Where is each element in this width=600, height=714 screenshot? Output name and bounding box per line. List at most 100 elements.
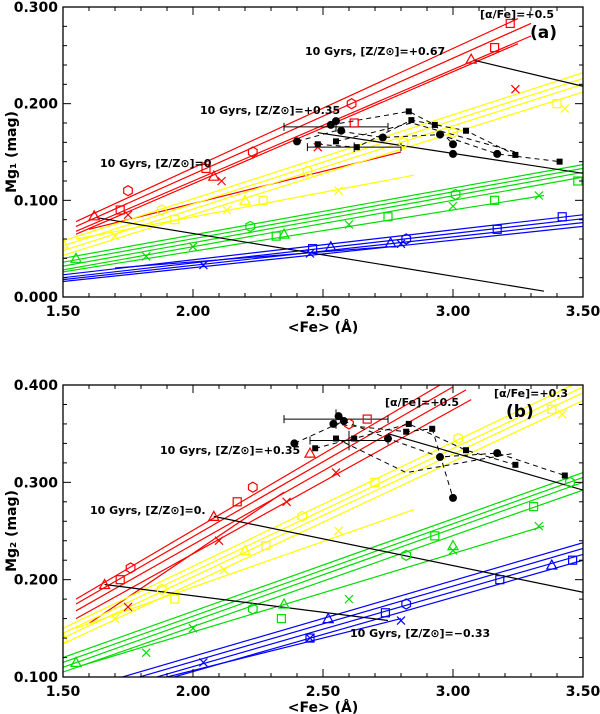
filled-circle-marker (493, 149, 502, 158)
x-marker (344, 220, 354, 229)
series-line-blue (114, 246, 389, 269)
y-tick-label: 0.300 (14, 475, 59, 491)
y-tick-label: 0.000 (14, 290, 59, 306)
series-line-yellow (63, 392, 583, 639)
hexagon-marker (453, 432, 464, 445)
triangle-marker (277, 597, 291, 609)
filled-square-marker (351, 435, 358, 442)
series-line-yellow (75, 509, 415, 629)
filled-square-marker (408, 117, 415, 124)
series-line-yellow (75, 174, 415, 240)
square-marker (495, 575, 505, 585)
square-marker (567, 555, 578, 565)
series-line-red (75, 22, 532, 227)
triangle-marker (63, 237, 70, 249)
x-marker (198, 260, 208, 270)
annotation: 10 Gyrs, [Z/Z⊙]=0 (100, 157, 212, 170)
triangle-marker (384, 236, 397, 248)
x-marker (188, 623, 198, 633)
filled-circle-marker (337, 126, 346, 135)
hexagon-marker (448, 127, 458, 139)
square-marker (490, 195, 500, 205)
series-line-green (63, 476, 583, 663)
x-marker (214, 536, 224, 546)
hexagon-marker (156, 583, 167, 596)
x-marker (331, 468, 341, 478)
series-line-blue (137, 547, 583, 677)
filled-circle-marker (290, 439, 299, 448)
hexagon-marker (125, 562, 136, 574)
square-marker (505, 18, 515, 29)
square-marker (362, 414, 372, 424)
square-marker (430, 531, 440, 541)
filled-circle-marker (449, 149, 457, 158)
triangle-marker (465, 52, 478, 64)
x-tick-label: 1.50 (46, 304, 81, 320)
filled-square-marker (561, 472, 568, 479)
filled-square-marker (463, 447, 469, 454)
hexagon-marker (247, 481, 258, 493)
square-marker (528, 502, 539, 512)
plot-frame (62, 384, 584, 678)
series-line-yellow (63, 385, 575, 629)
triangle-marker (446, 539, 460, 551)
hexagon-marker (346, 98, 357, 110)
triangle-marker (69, 656, 83, 668)
square-marker (349, 118, 359, 128)
x-marker (560, 104, 570, 113)
triangle-marker (303, 446, 317, 458)
filled-circle-marker (334, 412, 343, 421)
series-line-yellow (63, 72, 583, 242)
filled-square-marker (556, 158, 563, 165)
series-line-black (213, 515, 583, 593)
x-marker (110, 231, 120, 241)
hexagon-marker (398, 136, 409, 148)
series-line-blue (63, 218, 583, 279)
triangle-marker (207, 510, 220, 522)
series-line-green (63, 194, 545, 273)
hexagon-marker (565, 476, 575, 488)
filled-circle-marker (493, 449, 502, 458)
panel-label: (b) (506, 402, 534, 422)
square-marker (557, 212, 567, 222)
x-marker (282, 497, 292, 507)
x-marker (219, 565, 229, 575)
series-line-blue (63, 222, 583, 281)
series-line-red (75, 18, 519, 223)
series-line-green (63, 489, 583, 673)
error-bar (309, 430, 389, 451)
x-marker (305, 249, 315, 258)
x-marker (217, 176, 227, 186)
series-line-yellow (63, 386, 583, 634)
filled-square-marker (333, 435, 339, 442)
y-tick-label: 0.200 (14, 573, 59, 589)
filled-circle-marker (384, 434, 392, 443)
plot-area (63, 18, 583, 292)
x-marker (188, 242, 198, 252)
y-tick-label: 0.300 (14, 0, 59, 16)
x-marker (448, 546, 458, 555)
x-tick-label: 3.00 (436, 684, 471, 700)
x-marker (110, 614, 120, 624)
x-marker (396, 239, 406, 249)
hexagon-marker (247, 146, 258, 158)
square-marker (115, 575, 125, 585)
annotation: 10 Gyrs, [Z/Z⊙]=+0.35 (160, 444, 300, 457)
x-axis-label: <Fe> (Å) (288, 699, 358, 714)
series-line-green (63, 171, 583, 267)
hexagon-marker (401, 598, 412, 610)
x-marker (305, 633, 315, 643)
series-line-blue (166, 618, 402, 677)
x-marker (334, 186, 344, 196)
square-marker (258, 195, 268, 205)
triangle-marker (277, 227, 291, 239)
x-marker (334, 526, 344, 536)
y-axis-label: Mg₂ (mag) (4, 490, 20, 572)
x-tick-label: 3.50 (566, 304, 600, 320)
square-marker (492, 224, 502, 234)
filled-square-marker (512, 151, 519, 158)
filled-square-marker (405, 420, 412, 427)
annotation: 10 Gyrs, [Z/Z⊙]=0. (90, 504, 206, 517)
series-line-green (63, 176, 583, 271)
